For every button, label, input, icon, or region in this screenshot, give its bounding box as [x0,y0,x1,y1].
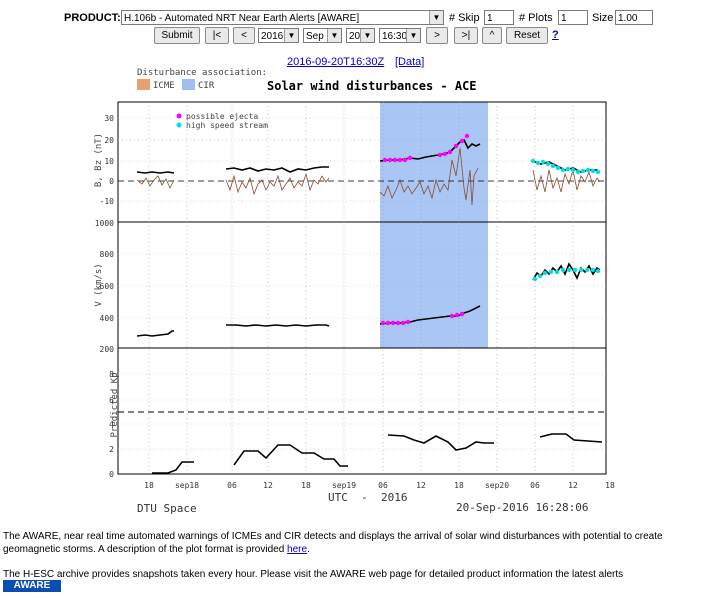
svg-text:sep18: sep18 [175,481,199,490]
svg-text:06: 06 [227,481,237,490]
size-label: Size [592,12,614,24]
plot-title: Solar wind disturbances - ACE [267,79,477,93]
chevron-down-icon: ▼ [406,29,420,42]
x-gridlines [148,102,574,474]
svg-text:600: 600 [100,282,115,291]
legend-icme-label: ICME [153,81,175,91]
ejecta-markers-v [380,311,465,326]
footer-left: DTU Space [137,502,197,515]
day-select-value: 20 [349,31,361,42]
footer-right: 20-Sep-2016 16:28:06 [456,501,588,514]
product-select-value: H.106b - Automated NRT Near Earth Alerts… [124,13,360,24]
svg-text:12: 12 [263,481,273,490]
skip-input[interactable]: 1 [484,10,514,25]
svg-text:20: 20 [104,136,114,145]
skip-label: # Skip [449,12,480,24]
help-link[interactable]: ? [552,29,559,41]
svg-text:sep20: sep20 [485,481,509,490]
timestamp-link[interactable]: 2016-09-20T16:30Z [287,56,385,68]
hss-markers-b [530,158,601,175]
archive-text: The H-ESC archive provides snapshots tak… [3,569,624,580]
svg-text:12: 12 [416,481,426,490]
first-button[interactable]: |< [205,27,229,44]
svg-text:1000: 1000 [95,219,114,228]
svg-text:30: 30 [104,114,114,123]
time-select[interactable]: 16:30 ▼ [379,28,421,43]
cir-band [380,102,488,348]
submit-button[interactable]: Submit [154,27,200,44]
up-button[interactable]: ^ [482,27,502,44]
ylabel-b: B, Bz (nT) [94,133,104,187]
kp-trace [152,433,603,474]
chevron-down-icon: ▼ [327,29,341,42]
svg-text:18: 18 [144,481,154,490]
svg-text:sep19: sep19 [332,481,356,490]
svg-text:6: 6 [109,396,114,405]
svg-text:8: 8 [109,370,114,379]
product-select[interactable]: H.106b - Automated NRT Near Earth Alerts… [121,10,444,25]
bz-trace [136,147,601,206]
here-link[interactable]: here [287,544,308,555]
data-link[interactable]: [Data] [395,56,425,68]
last-button[interactable]: >| [454,27,478,44]
month-select-value: Sep [306,31,324,42]
legend-icme-swatch [137,79,150,90]
legend-ejecta-label: possible ejecta [186,112,258,121]
v-panel-frame [117,221,607,349]
chevron-down-icon: ▼ [360,29,374,42]
x-tick-labels: 18 sep18 06 12 18 sep19 06 12 18 sep20 0… [144,481,615,490]
svg-text:2: 2 [109,445,114,454]
v-trace [136,262,601,337]
svg-text:06: 06 [378,481,388,490]
ejecta-markers-b [382,133,470,163]
reset-button[interactable]: Reset [506,27,548,44]
next-button[interactable]: > [426,27,448,44]
day-select[interactable]: 20 ▼ [346,28,375,43]
size-input[interactable]: 1.00 [615,10,653,25]
legend-header: Disturbance association: [137,68,267,78]
svg-text:-10: -10 [100,197,115,206]
svg-text:18: 18 [454,481,464,490]
svg-text:400: 400 [100,314,115,323]
y-gridlines [118,117,606,450]
svg-text:200: 200 [100,345,115,354]
ylabel-kp: Predicted Kp [110,372,120,437]
b-trace [136,138,601,174]
svg-text:12: 12 [568,481,578,490]
svg-text:10: 10 [104,157,114,166]
month-select[interactable]: Sep ▼ [303,28,342,43]
chevron-down-icon: ▼ [429,11,443,24]
ylabel-v: V (km/s) [94,263,104,306]
legend-hss-label: high speed stream [186,121,268,130]
legend-ejecta-dot [176,113,182,119]
hss-markers-v [532,267,601,282]
plots-label: # Plots [519,12,553,24]
prev-button[interactable]: < [233,27,255,44]
solar-wind-plot: Disturbance association: ICME CIR Solar … [94,68,615,515]
description-text: The AWARE, near real time automated warn… [3,531,663,555]
svg-text:18: 18 [605,481,615,490]
product-label: PRODUCT: [64,12,121,24]
y-tick-labels: 30 20 10 0 -10 1000 800 600 400 200 8 6 … [95,114,114,479]
legend-cir-label: CIR [198,81,215,91]
svg-text:06: 06 [530,481,540,490]
svg-text:4: 4 [109,420,114,429]
chevron-down-icon: ▼ [284,29,298,42]
kp-panel-frame [117,347,607,475]
aware-badge[interactable]: AWARE [3,580,61,592]
year-select-value: 2016 [261,31,284,42]
svg-text:0: 0 [109,177,114,186]
time-select-value: 16:30 [382,31,408,42]
xlabel: UTC - 2016 [328,491,407,504]
legend-hss-dot [176,122,182,128]
svg-text:800: 800 [100,250,115,259]
legend-cir-swatch [182,79,195,90]
year-select[interactable]: 2016 ▼ [258,28,299,43]
plots-input[interactable]: 1 [558,10,588,25]
svg-text:18: 18 [301,481,311,490]
svg-text:0: 0 [109,470,114,479]
